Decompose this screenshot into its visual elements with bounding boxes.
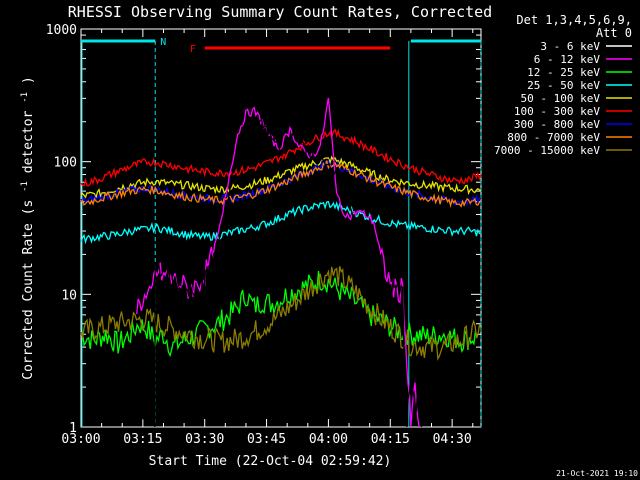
legend-header-2: Att 0	[596, 26, 632, 40]
series-layer	[80, 97, 482, 428]
legend-label: 12 - 25 keV	[527, 66, 600, 79]
legend-label: 800 - 7000 keV	[507, 131, 600, 144]
y-axis-label-part1: Corrected Count Rate (s	[21, 200, 36, 380]
x-tick-label: 04:30	[433, 432, 472, 447]
y-tick-label: 1	[69, 421, 77, 436]
series-line-1	[136, 97, 420, 428]
y-tick-label: 100	[54, 156, 77, 171]
x-tick-label: 03:45	[247, 432, 286, 447]
axis-ticks: 03:00 03:15 03:30 03:45 04:00 04:15 04:30 1 10 10…	[46, 23, 481, 447]
y-axis-label-sup1: -1	[20, 181, 30, 192]
x-tick-label: 04:00	[309, 432, 348, 447]
x-axis-label: Start Time (22-Oct-04 02:59:42)	[149, 454, 392, 469]
series-line-5	[80, 128, 482, 187]
x-tick-label: 04:15	[371, 432, 410, 447]
legend-label: 300 - 800 keV	[514, 118, 600, 131]
flare-label: F	[190, 44, 196, 55]
legend-label: 6 - 12 keV	[534, 53, 601, 66]
y-axis-label: Corrected Count Rate (s -1 detector -1 )	[20, 76, 36, 379]
x-tick-label: 03:30	[185, 432, 224, 447]
series-line-7	[80, 159, 482, 208]
y-tick-label: 10	[61, 288, 77, 303]
series-line-8	[80, 266, 482, 361]
chart-title: RHESSI Observing Summary Count Rates, Co…	[68, 3, 492, 21]
y-axis-label-part2: detector	[21, 110, 36, 173]
legend-label: 50 - 100 keV	[521, 92, 601, 105]
series-line-3	[80, 200, 482, 245]
y-axis-label-sup2: -1	[20, 92, 30, 103]
legend-label: 3 - 6 keV	[540, 40, 600, 53]
legend-label: 25 - 50 keV	[527, 79, 600, 92]
annotations: NF	[81, 37, 482, 427]
y-axis-label-part3: )	[21, 76, 36, 84]
plot-area	[80, 28, 482, 428]
plot-frame	[80, 28, 482, 428]
legend-label: 100 - 300 keV	[514, 105, 600, 118]
series-line-4	[80, 155, 482, 201]
y-tick-label: 1000	[46, 23, 77, 38]
x-tick-label: 03:00	[61, 432, 100, 447]
legend-header-1: Det 1,3,4,5,6,9,	[516, 13, 632, 27]
series-line-0	[136, 117, 423, 428]
series-line-2	[80, 270, 478, 358]
footer-timestamp: 21-Oct-2021 19:10	[556, 469, 638, 478]
legend-label: 7000 - 15000 keV	[494, 144, 600, 157]
night-label: N	[160, 37, 166, 48]
x-tick-label: 03:15	[123, 432, 162, 447]
